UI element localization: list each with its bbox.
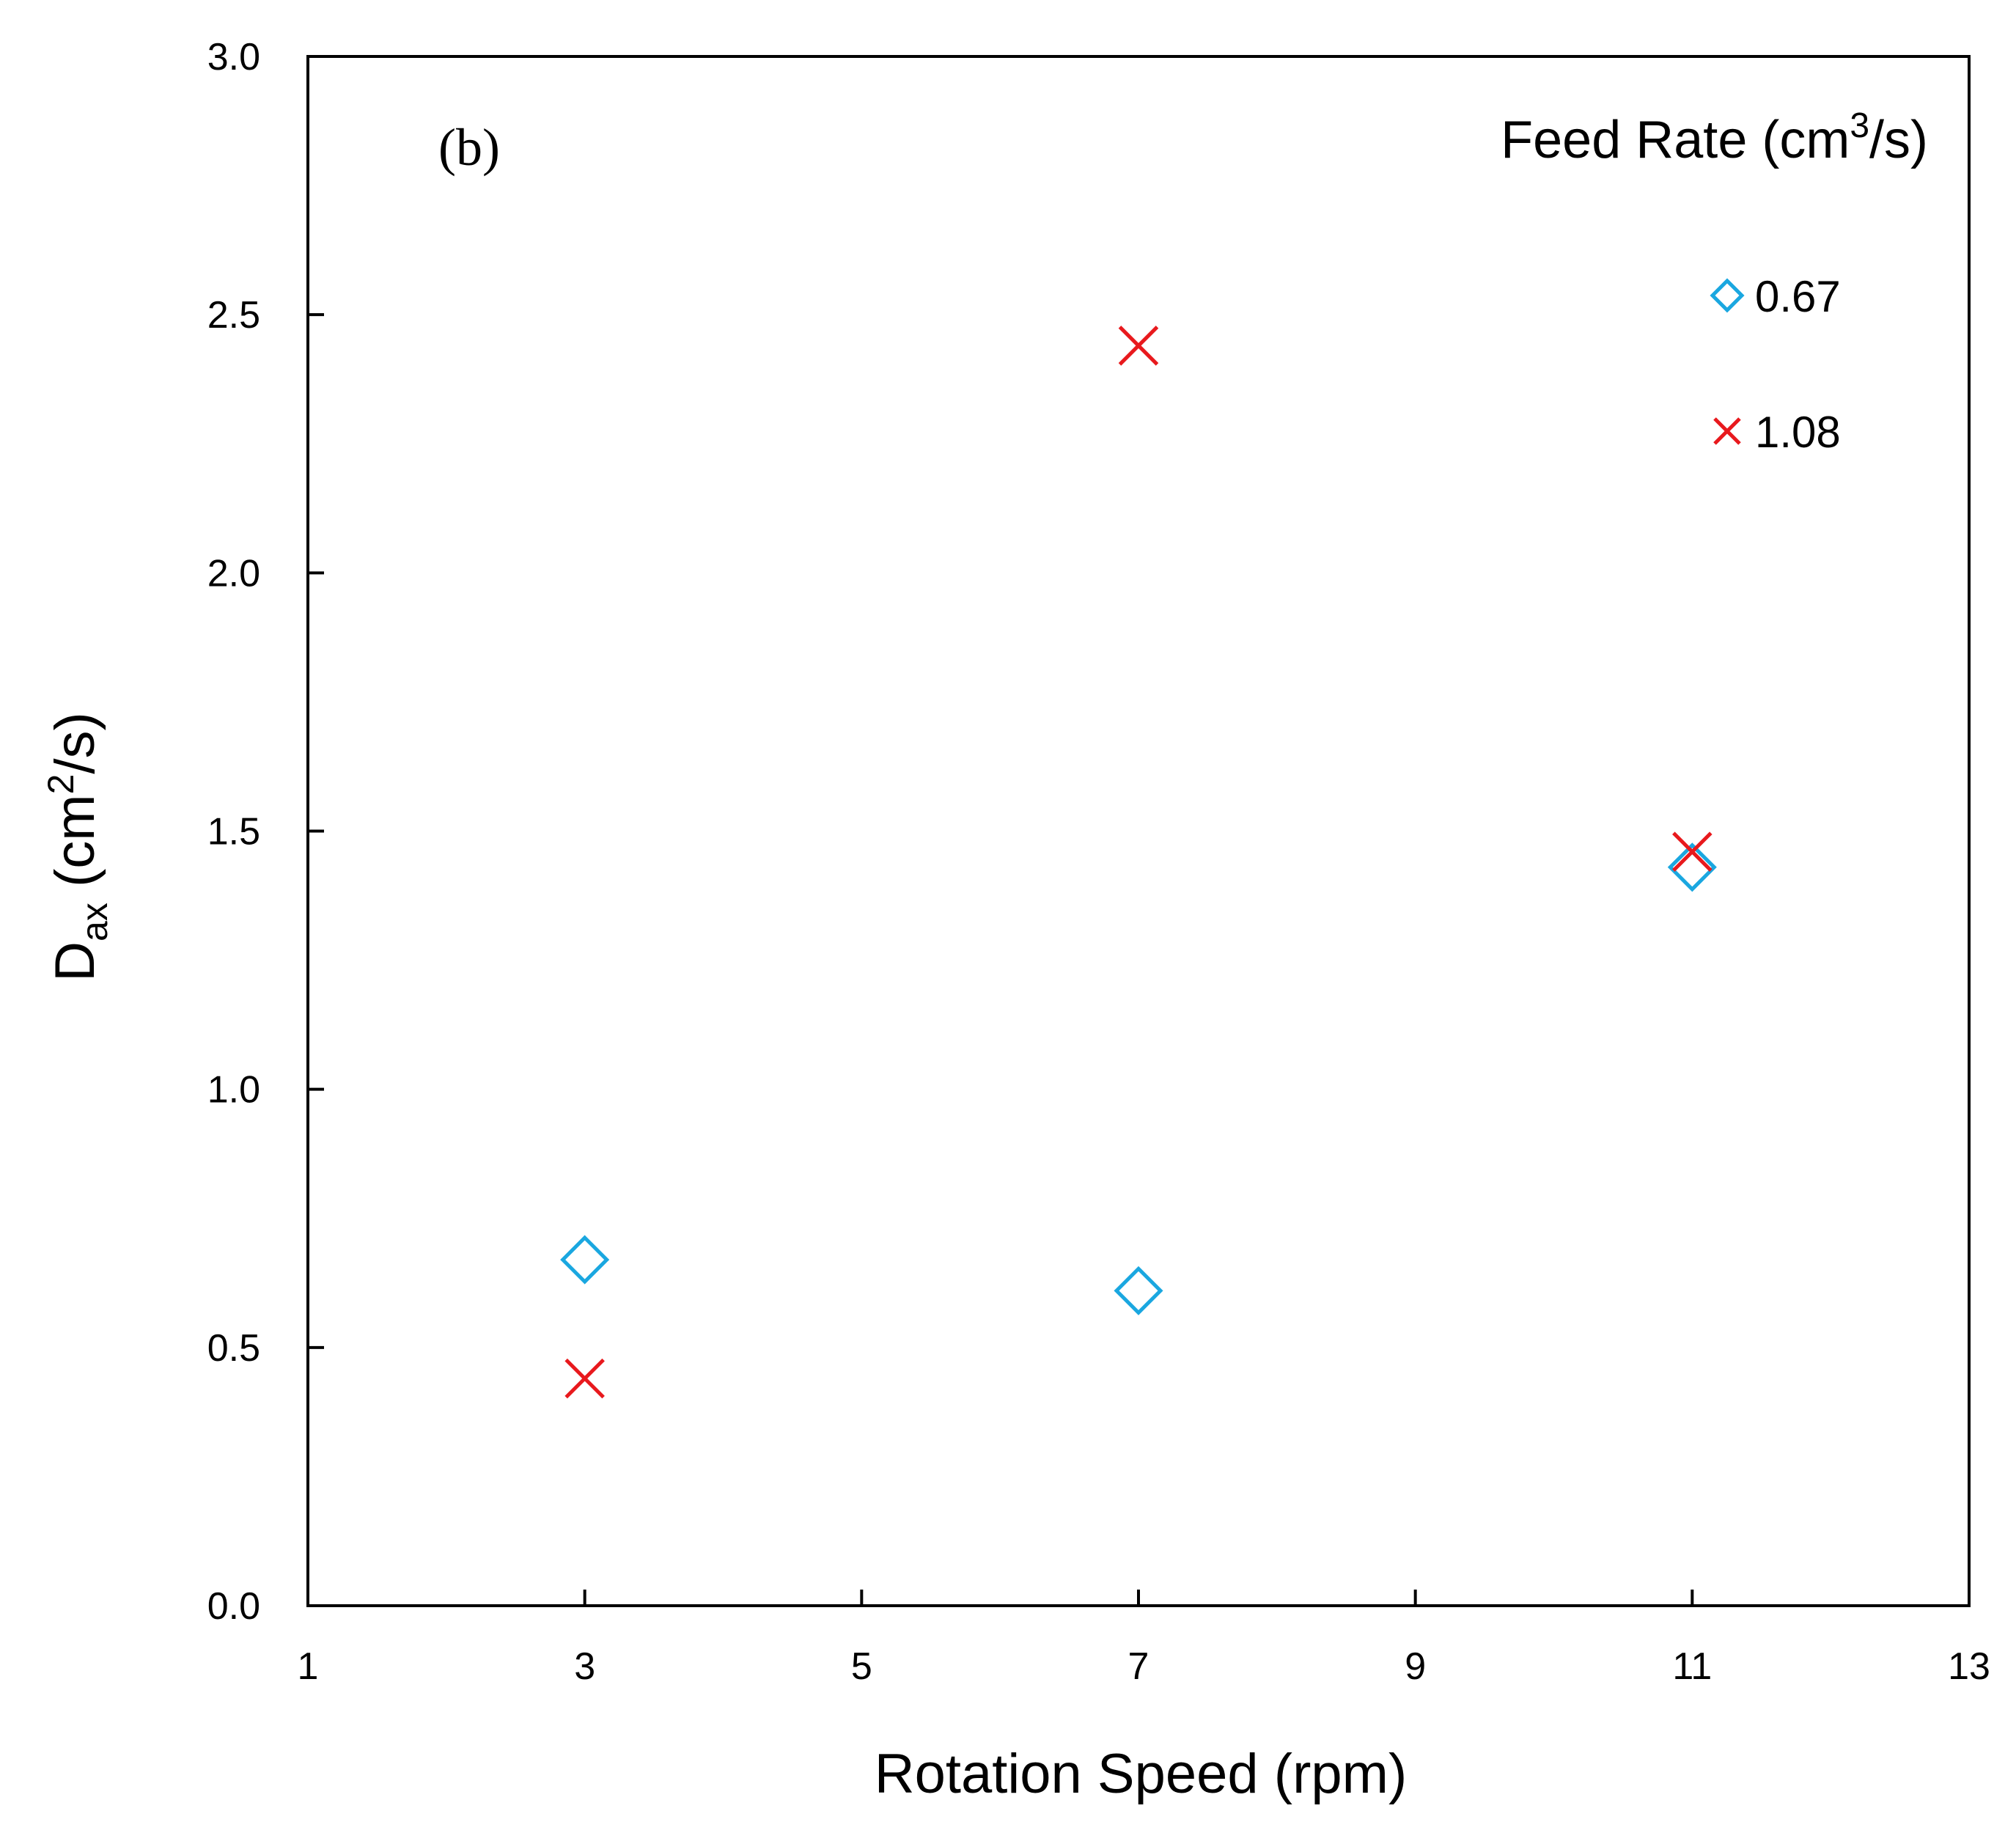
y-axis-title-superscript: 2 (40, 774, 81, 795)
y-tick-label: 1.5 (207, 811, 260, 853)
y-axis-tick-labels: 0.0 0.5 1.0 1.5 2.0 2.5 3.0 (207, 36, 260, 1628)
x-point-marker (1118, 326, 1159, 366)
data-markers (560, 326, 1717, 1399)
x-point-marker (1672, 831, 1713, 872)
x-point-marker (564, 1358, 605, 1399)
x-axis-title: Rotation Speed (rpm) (875, 1743, 1408, 1805)
legend-title-superscript: 3 (1850, 106, 1869, 145)
legend-label: 0.67 (1755, 272, 1841, 321)
diamond-point-marker (1667, 842, 1717, 892)
x-tick-label: 3 (574, 1645, 595, 1688)
y-axis-title-subscript: ax (74, 903, 115, 941)
y-tick-label: 2.0 (207, 552, 260, 595)
y-tick-label: 3.0 (207, 36, 260, 78)
legend-title-suffix: /s) (1869, 111, 1928, 169)
legend-label: 1.08 (1755, 408, 1841, 457)
y-tick-label: 1.0 (207, 1069, 260, 1112)
y-tick-label: 2.5 (207, 294, 260, 337)
x-tick-label: 7 (1128, 1645, 1149, 1688)
x-axis-tick-labels: 1 3 5 7 9 11 13 (298, 1645, 1990, 1688)
x-tick-label: 5 (851, 1645, 872, 1688)
legend-title-main: Feed Rate (cm (1501, 111, 1850, 169)
legend: Feed Rate (cm3/s) 0.67 1.08 (1501, 106, 1928, 457)
legend-entries: 0.67 1.08 (1710, 272, 1841, 457)
legend-x-icon (1713, 417, 1741, 445)
legend-title: Feed Rate (cm3/s) (1501, 106, 1928, 169)
x-tick-label: 1 (298, 1645, 319, 1688)
y-axis-title-main: D (44, 941, 106, 982)
diamond-point-marker (560, 1235, 610, 1285)
y-axis-ticks (308, 55, 324, 1607)
y-axis-title-unit-suffix: /s) (44, 712, 106, 774)
panel-label: (b) (438, 118, 500, 177)
legend-diamond-icon (1710, 278, 1745, 313)
x-tick-label: 13 (1948, 1645, 1990, 1688)
y-tick-label: 0.5 (207, 1327, 260, 1370)
diamond-point-marker (1114, 1266, 1163, 1315)
x-tick-label: 9 (1405, 1645, 1426, 1688)
x-tick-label: 11 (1672, 1645, 1712, 1688)
y-axis-title-unit: (cm (44, 794, 106, 903)
x-axis-ticks (306, 1590, 1971, 1606)
y-axis-title: Dax (cm2/s) (40, 712, 115, 982)
y-tick-label: 0.0 (207, 1585, 260, 1628)
